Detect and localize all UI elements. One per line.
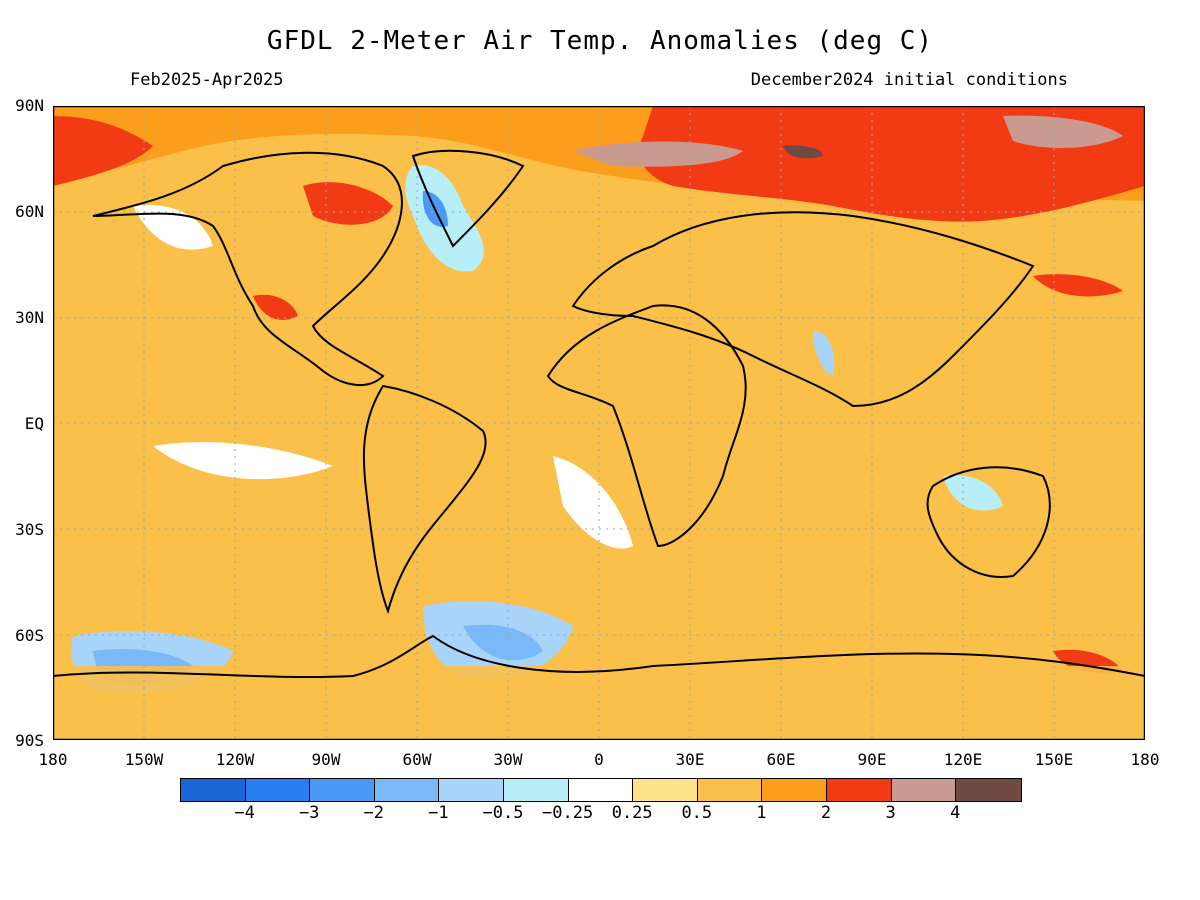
colorbar-tick-label: −4 bbox=[234, 803, 255, 823]
lon-label-30e: 30E bbox=[675, 750, 705, 769]
lon-label-120e: 120E bbox=[943, 750, 983, 769]
lon-label-60e: 60E bbox=[766, 750, 796, 769]
colorbar-swatch bbox=[181, 779, 246, 801]
australia-coast bbox=[926, 466, 1051, 578]
lon-label-150e: 150E bbox=[1034, 750, 1074, 769]
colorbar-tick-label: 2 bbox=[820, 803, 832, 823]
north-america-coast bbox=[92, 151, 403, 387]
colorbar-swatch bbox=[956, 779, 1021, 801]
map-title: GFDL 2-Meter Air Temp. Anomalies (deg C) bbox=[266, 26, 934, 56]
colorbar-swatch bbox=[503, 779, 569, 801]
colorbar-swatch bbox=[568, 779, 634, 801]
mexico-red bbox=[253, 294, 298, 320]
india-cool bbox=[813, 331, 835, 376]
greenland-coast bbox=[411, 149, 525, 248]
south-atlantic-white bbox=[553, 456, 633, 549]
lon-label-150w: 150W bbox=[124, 750, 164, 769]
africa-coast bbox=[546, 304, 747, 548]
colorbar-tick-label: −2 bbox=[363, 803, 385, 823]
lat-label-30s: 30S bbox=[15, 520, 44, 539]
lon-label-90e: 90E bbox=[857, 750, 887, 769]
colorbar-tick-label: 0.25 bbox=[611, 803, 653, 823]
lon-label-180e: 180 bbox=[1130, 750, 1160, 769]
colorbar-swatch bbox=[697, 779, 763, 801]
colorbar-swatch bbox=[762, 779, 827, 801]
lon-label-0: 0 bbox=[594, 750, 604, 769]
lon-label-60w: 60W bbox=[402, 750, 432, 769]
colorbar-swatch bbox=[891, 779, 957, 801]
colorbar-tick-label: 1 bbox=[756, 803, 767, 823]
graticule bbox=[53, 106, 1145, 740]
map-frame bbox=[53, 106, 1145, 740]
anomaly-map bbox=[53, 106, 1145, 740]
colorbar-swatch bbox=[633, 779, 698, 801]
canada-red bbox=[303, 182, 393, 225]
colorbar-tick-label: −0.25 bbox=[542, 803, 594, 823]
colorbar-tick-label: 0.5 bbox=[681, 803, 713, 823]
initial-conditions: December2024 initial conditions bbox=[750, 70, 1068, 90]
colorbar bbox=[180, 778, 1022, 802]
south-america-coast bbox=[362, 384, 487, 615]
forecast-period: Feb2025-Apr2025 bbox=[130, 70, 284, 90]
colorbar-tick-label: −0.5 bbox=[482, 803, 524, 823]
lat-label-90n: 90N bbox=[15, 96, 44, 115]
lat-label-eq: EQ bbox=[24, 414, 44, 433]
colorbar-swatch bbox=[826, 779, 892, 801]
lat-label-30n: 30N bbox=[15, 308, 44, 327]
extreme-patch bbox=[783, 145, 823, 159]
colorbar-tick-label: 4 bbox=[950, 803, 961, 823]
lat-label-60n: 60N bbox=[15, 202, 44, 221]
weddell-cold bbox=[463, 624, 543, 661]
lat-label-90s: 90S bbox=[15, 731, 44, 750]
lat-label-60s: 60S bbox=[15, 626, 44, 645]
colorbar-tick-label: −3 bbox=[298, 803, 320, 823]
colorbar-tick-label: −1 bbox=[428, 803, 449, 823]
colorbar-swatch bbox=[439, 779, 504, 801]
colorbar-swatch bbox=[310, 779, 375, 801]
antarctica-coast bbox=[53, 634, 1145, 679]
south-pacific-white bbox=[153, 442, 333, 480]
pacific-white bbox=[133, 205, 213, 250]
australia-cool bbox=[943, 475, 1003, 511]
siberia-high bbox=[1003, 115, 1123, 148]
lon-label-30w: 30W bbox=[493, 750, 523, 769]
colorbar-tick-label: 3 bbox=[885, 803, 896, 823]
coastlines bbox=[53, 149, 1145, 679]
pacific-red bbox=[1033, 274, 1123, 297]
eurasia-coast bbox=[571, 211, 1035, 408]
colorbar-swatch bbox=[374, 779, 440, 801]
colorbar-swatch bbox=[245, 779, 311, 801]
kara-high bbox=[573, 141, 743, 167]
lon-label-180w: 180 bbox=[38, 750, 68, 769]
lon-label-120w: 120W bbox=[215, 750, 255, 769]
alaska-red bbox=[53, 116, 153, 186]
lon-label-90w: 90W bbox=[311, 750, 341, 769]
